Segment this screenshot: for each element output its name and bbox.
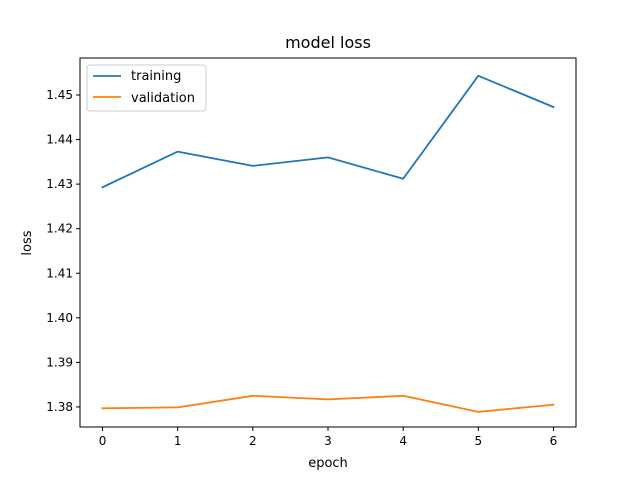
- x-tick-label: 5: [474, 434, 482, 448]
- x-axis-ticks: 0 1 2 3 4 5 6: [99, 427, 558, 448]
- y-tick-label: 1.44: [46, 133, 73, 147]
- legend-label-validation: validation: [131, 91, 195, 106]
- y-axis-ticks: 1.38 1.39 1.40 1.41 1.42 1.43 1.44 1.45: [46, 88, 80, 414]
- x-tick-label: 0: [99, 434, 107, 448]
- y-tick-label: 1.40: [46, 311, 73, 325]
- series-group: [101, 74, 555, 413]
- y-tick-label: 1.38: [46, 400, 73, 414]
- legend: training validation: [86, 64, 207, 112]
- x-tick-label: 6: [550, 434, 558, 448]
- y-tick-label: 1.43: [46, 177, 73, 191]
- legend-label-training: training: [131, 69, 181, 84]
- y-tick-label: 1.41: [46, 266, 73, 280]
- series-line-validation: [101, 394, 555, 413]
- x-tick-label: 2: [249, 434, 257, 448]
- x-tick-label: 1: [174, 434, 182, 448]
- y-tick-label: 1.42: [46, 222, 73, 236]
- chart-title: model loss: [285, 33, 371, 52]
- y-tick-label: 1.45: [46, 88, 73, 102]
- x-tick-label: 4: [399, 434, 407, 448]
- series-line-training: [101, 74, 555, 189]
- x-axis-label: epoch: [308, 456, 348, 471]
- plot-area: [79, 57, 577, 428]
- y-tick-label: 1.39: [46, 355, 73, 369]
- x-tick-label: 3: [324, 434, 332, 448]
- y-axis-label: loss: [20, 230, 35, 255]
